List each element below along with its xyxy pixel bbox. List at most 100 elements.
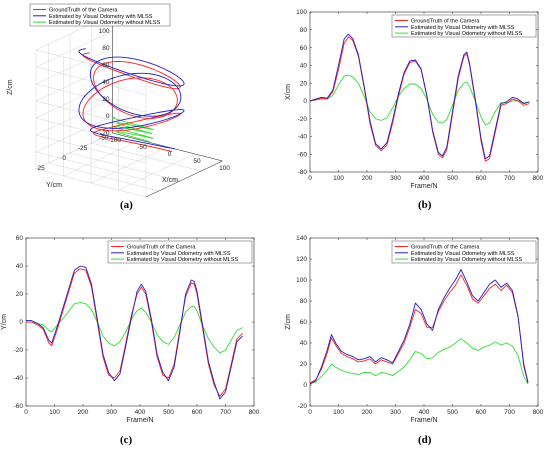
z-tick-label: -20 — [100, 130, 110, 137]
y-tick-label: -20 — [298, 403, 308, 410]
y-tick-label: 20 — [16, 291, 24, 298]
legend-entry: GroundTruth of the Camera — [411, 245, 480, 251]
x-tick-label: 300 — [390, 175, 401, 182]
y-tick-label: 40 — [16, 263, 24, 270]
legend-entry: GroundTruth of the Camera — [49, 8, 118, 14]
y-tick-label: 40 — [300, 340, 308, 347]
y-tick-label: -60 — [298, 151, 308, 158]
panel-a-3d-trajectory: -20020406080100120-100-50050100250-25-50… — [7, 3, 231, 211]
legend-entry: Estimated by Visual Odometry without MLS… — [411, 31, 522, 37]
x-tick-label: 0 — [168, 151, 172, 158]
grid-line — [69, 34, 181, 182]
y-tick-label: 0 — [19, 319, 23, 326]
y-tick-label: 120 — [296, 256, 307, 263]
x-tick-label: 600 — [476, 409, 487, 416]
y-axis-label: Y/cm — [1, 314, 8, 330]
legend-entry: Estimated by Visual Odometry with MLSS — [49, 14, 153, 20]
panel-a-label: (a) — [120, 199, 133, 211]
panel-a-zlabel: Z/cm — [7, 79, 14, 95]
plot-frame — [25, 237, 255, 407]
x-tick-label: 400 — [419, 175, 430, 182]
y-tick-label: 60 — [16, 235, 24, 242]
x-tick-label: 400 — [419, 409, 430, 416]
x-tick-label: 800 — [533, 409, 544, 416]
x-tick-label: 100 — [333, 409, 344, 416]
y-tick-label: 80 — [300, 27, 308, 34]
x-tick-label: 700 — [220, 409, 231, 416]
legend-entry: GroundTruth of the Camera — [127, 245, 196, 251]
y-axis-label: Z/cm — [285, 314, 292, 330]
legend-entry: Estimated by Visual Odometry with MLSS — [411, 251, 515, 257]
x-axis-label: Frame/N — [126, 417, 153, 424]
plot-frame — [309, 11, 539, 173]
x-tick-label: 200 — [362, 175, 373, 182]
z-tick-label: 0 — [106, 113, 110, 120]
series-line-2 — [309, 269, 529, 385]
legend-entry: Estimated by Visual Odometry with MLSS — [411, 25, 515, 31]
grid-line — [118, 71, 196, 191]
z-tick-label: 100 — [99, 28, 110, 35]
x-tick-label: 0 — [308, 175, 312, 182]
x-axis-label: Frame/N — [410, 183, 437, 190]
y-tick-label: 0 — [303, 98, 307, 105]
trajectory-1 — [82, 52, 181, 153]
x-tick-label: 700 — [504, 175, 515, 182]
y-tick-label: 80 — [300, 298, 308, 305]
panel-d-label: (d) — [418, 434, 432, 446]
y-tick-label: 20 — [300, 80, 308, 87]
legend-box — [29, 3, 171, 27]
y-tick-label: -80 — [298, 169, 308, 176]
panel-d-z-chart: 0 100 200 300 400 500 600 700 800-20020406080100… — [285, 235, 544, 424]
series-line-3 — [26, 301, 243, 354]
y-tick-label: -60 — [14, 403, 24, 410]
legend-box — [107, 240, 253, 264]
z-tick-label: 40 — [102, 79, 110, 86]
z-tick-label: 60 — [102, 62, 110, 69]
y-tick-label: 60 — [300, 319, 308, 326]
x-tick-label: 500 — [163, 409, 174, 416]
axis-edge — [145, 160, 223, 198]
panel-c-label: (c) — [120, 434, 133, 446]
y-tick-label: 0 — [62, 155, 66, 162]
series-line-1 — [26, 268, 243, 397]
y-tick-label: 100 — [296, 277, 307, 284]
legend-entry: Estimated by Visual Odometry without MLS… — [49, 20, 160, 26]
legend-entry: Estimated by Visual Odometry without MLS… — [127, 257, 238, 263]
z-tick-label: 80 — [102, 45, 110, 52]
series-line-3 — [309, 338, 529, 385]
y-tick-label: -25 — [78, 145, 88, 152]
x-tick-label: 100 — [333, 175, 344, 182]
y-tick-label: -50 — [99, 135, 109, 142]
x-tick-label: 400 — [135, 409, 146, 416]
x-tick-label: 100 — [219, 165, 230, 172]
panel-a-ylabel: Y/cm — [46, 182, 62, 189]
grid-line — [91, 24, 202, 172]
series-line-2 — [26, 265, 243, 400]
x-tick-label: 600 — [476, 175, 487, 182]
y-tick-label: 40 — [300, 63, 308, 70]
y-axis-label: X/cm — [285, 84, 292, 100]
x-tick-label: 600 — [192, 409, 203, 416]
x-tick-label: 200 — [362, 409, 373, 416]
x-tick-label: 100 — [49, 409, 60, 416]
panel-a-trajectories — [78, 48, 185, 153]
legend-box — [391, 14, 537, 38]
z-tick-label: 20 — [102, 96, 110, 103]
panel-b-x-chart: 0 100 200 300 400 500 600 700 800 -80 -60 -40 -20 0 20… — [285, 9, 544, 190]
x-tick-label: 0 — [24, 409, 28, 416]
panel-b-label: (b) — [418, 199, 432, 211]
panel-a-axes-box — [35, 13, 223, 198]
legend-entry: Estimated by Visual Odometry without MLS… — [411, 257, 522, 263]
x-tick-label: 800 — [249, 409, 260, 416]
y-tick-label: 25 — [38, 165, 46, 172]
x-tick-label: -100 — [108, 137, 121, 144]
x-tick-label: 300 — [390, 409, 401, 416]
grid-line — [35, 50, 113, 170]
legend-box — [391, 240, 537, 264]
grid-line — [63, 57, 141, 177]
x-tick-label: -50 — [137, 144, 147, 151]
panel-c-y-chart: 0 100 200 300 400 500 600 700 800 -60 -40 -20 0 20 40 6… — [1, 235, 260, 424]
